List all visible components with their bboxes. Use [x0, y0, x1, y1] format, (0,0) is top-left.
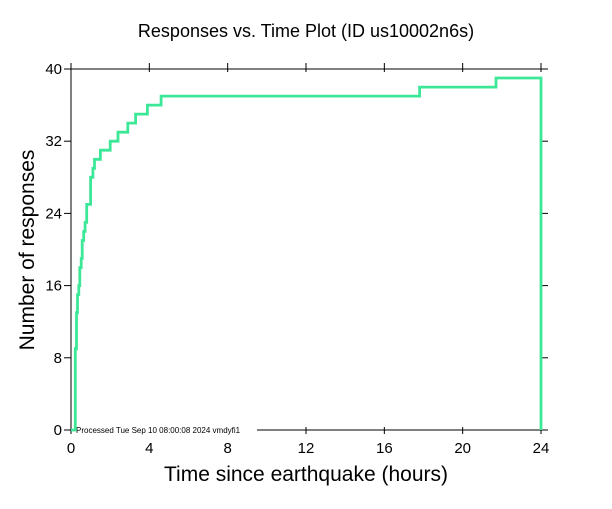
processed-note: Processed Tue Sep 10 08:00:08 2024 vmdyf…	[76, 426, 241, 435]
x-axis-ticks: 0 4 8 12 16 20 24	[67, 63, 550, 457]
tick-label: 0	[54, 422, 62, 439]
tick-label: 8	[223, 440, 231, 457]
tick-label: 16	[376, 440, 393, 457]
tick-label: 24	[533, 440, 550, 457]
tick-label: 32	[45, 133, 62, 150]
y-axis-ticks: 0 8 16 24 32 40	[45, 61, 548, 439]
tick-label: 40	[45, 61, 62, 78]
plot-frame	[70, 68, 541, 431]
processed-note-background	[73, 425, 257, 435]
tick-label: 0	[67, 440, 75, 457]
cumulative-responses-curve	[71, 76, 543, 432]
tick-label: 8	[54, 350, 62, 367]
y-axis-title: Number of responses	[16, 150, 39, 351]
tick-label: 4	[145, 440, 153, 457]
tick-label: 12	[298, 440, 315, 457]
chart-title: Responses vs. Time Plot (ID us10002n6s)	[138, 21, 474, 41]
x-axis-title: Time since earthquake (hours)	[164, 463, 448, 486]
tick-label: 20	[454, 440, 471, 457]
tick-label: 24	[45, 205, 62, 222]
tick-label: 16	[45, 278, 62, 295]
